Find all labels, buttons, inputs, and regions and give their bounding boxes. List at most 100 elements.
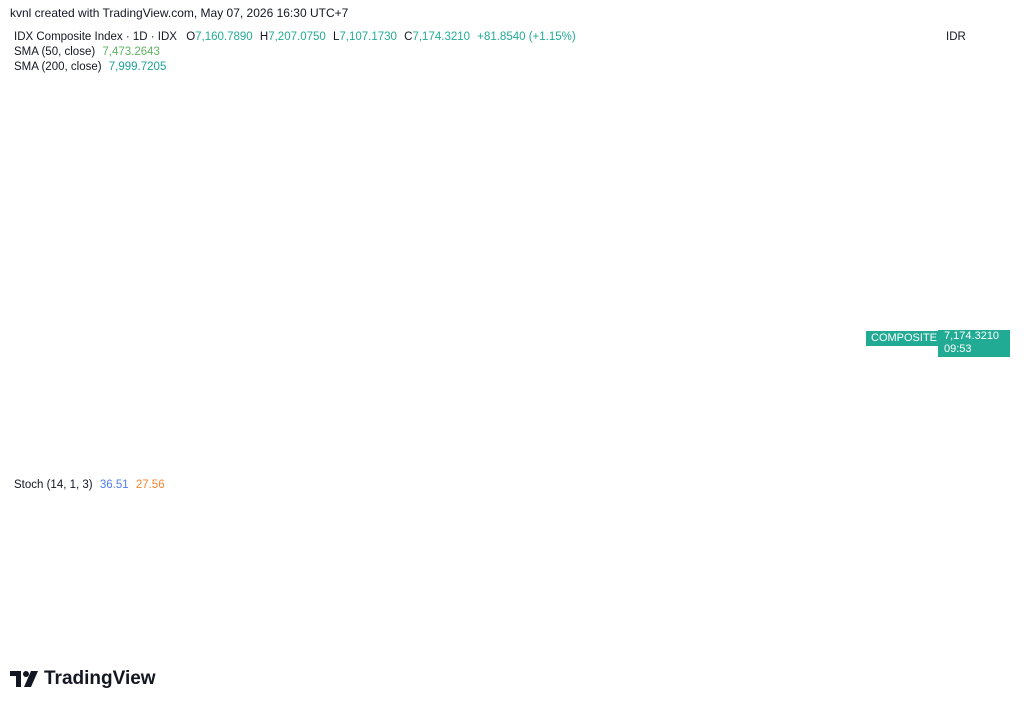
candle-body bbox=[538, 162, 544, 207]
price-tick-label: 7,400.0000 bbox=[946, 295, 1004, 307]
stoch-axis-ticks[interactable]: 100.00 75.00 50.00 25.00 0.00 bbox=[948, 481, 983, 620]
candle-body bbox=[731, 277, 737, 299]
candle-body bbox=[839, 377, 845, 381]
candle-body bbox=[854, 352, 860, 357]
sma50-legend[interactable]: SMA (50, close) 7,473.2643 bbox=[14, 46, 160, 58]
candle bbox=[138, 107, 144, 117]
time-axis-labels[interactable]: Dec 2026 Feb Mar Apr May Ju bbox=[98, 635, 938, 647]
candle-body bbox=[762, 258, 768, 261]
candle-body bbox=[38, 130, 44, 135]
candle bbox=[823, 358, 829, 374]
candle bbox=[246, 87, 252, 97]
candle bbox=[223, 93, 229, 106]
candle bbox=[677, 363, 683, 374]
candle-body bbox=[223, 95, 229, 104]
candles bbox=[7, 17, 868, 391]
candle bbox=[515, 128, 521, 156]
candle-body bbox=[153, 97, 159, 102]
sma200-legend[interactable]: SMA (200, close) 7,999.7205 bbox=[14, 61, 166, 73]
time-axis-label: Ju bbox=[926, 635, 938, 647]
candle bbox=[292, 87, 298, 101]
stoch-tick-label: 50.00 bbox=[948, 545, 977, 557]
candle-body bbox=[692, 370, 698, 372]
candle bbox=[600, 287, 606, 324]
candle-body bbox=[238, 90, 244, 94]
price-tick-label: 8,400.0000 bbox=[946, 129, 1004, 141]
tradingview-logo[interactable]: TradingView bbox=[10, 668, 156, 690]
candle bbox=[731, 272, 737, 302]
candle-body bbox=[484, 158, 490, 167]
candle bbox=[99, 103, 105, 121]
stoch-legend[interactable]: Stoch (14, 1, 3) 36.51 27.56 bbox=[14, 479, 165, 491]
candle bbox=[777, 253, 783, 272]
candle-body bbox=[69, 125, 75, 134]
candle bbox=[484, 148, 490, 169]
time-axis-label: 2026 bbox=[245, 635, 271, 647]
candle bbox=[854, 347, 860, 361]
stoch-band bbox=[8, 511, 940, 588]
candle bbox=[261, 90, 267, 104]
candle bbox=[469, 183, 475, 214]
symbol-legend[interactable]: IDX Composite Index · 1D · IDX O7,160.78… bbox=[14, 31, 576, 43]
candle bbox=[815, 350, 822, 369]
candle bbox=[846, 357, 852, 379]
candle bbox=[738, 247, 745, 281]
candle bbox=[661, 343, 668, 362]
candle-body bbox=[738, 253, 745, 277]
open-value: 7,160.7890 bbox=[195, 31, 253, 43]
time-axis-label: Feb bbox=[394, 635, 414, 647]
brand-name: TradingView bbox=[44, 668, 156, 689]
candle-body bbox=[715, 317, 721, 327]
candle-body bbox=[523, 135, 529, 151]
candle-body bbox=[300, 80, 306, 92]
candle-body bbox=[677, 367, 683, 369]
price-tick-label: 8,000.0000 bbox=[946, 195, 1004, 207]
candle bbox=[161, 90, 167, 104]
candle bbox=[400, 50, 406, 84]
candle-body bbox=[708, 327, 714, 369]
candle bbox=[577, 247, 583, 271]
candle-body bbox=[84, 115, 90, 129]
candle bbox=[746, 237, 752, 261]
candle-body bbox=[615, 350, 621, 362]
candle-body bbox=[7, 130, 13, 134]
candle bbox=[69, 122, 75, 137]
candle bbox=[184, 85, 190, 97]
candle bbox=[230, 87, 236, 101]
grid bbox=[8, 24, 940, 628]
stoch-k-line bbox=[9, 486, 841, 612]
lightning-icon[interactable] bbox=[832, 450, 850, 468]
candle-body bbox=[808, 342, 814, 352]
candle-body bbox=[446, 175, 452, 177]
currency-label[interactable]: IDR bbox=[946, 31, 966, 43]
candle bbox=[30, 130, 36, 137]
price-tick-label: 7,600.0000 bbox=[946, 262, 1004, 274]
candle bbox=[569, 247, 575, 289]
candle-body bbox=[754, 243, 760, 261]
candle-body bbox=[685, 368, 691, 372]
sma200-line bbox=[9, 199, 850, 323]
candle-body bbox=[76, 128, 82, 134]
candle-body bbox=[454, 177, 460, 201]
close-value: 7,174.3210 bbox=[412, 31, 471, 43]
candle-body bbox=[169, 98, 175, 101]
stoch-label: Stoch (14, 1, 3) bbox=[14, 479, 93, 491]
candle bbox=[207, 90, 213, 101]
candle-body bbox=[561, 213, 567, 287]
candle bbox=[454, 168, 460, 211]
candle bbox=[169, 97, 175, 102]
candle bbox=[315, 53, 321, 74]
candle bbox=[22, 128, 28, 136]
price-tick-label: 6,800.0000 bbox=[946, 395, 1004, 407]
price-axis-ticks[interactable]: 8,800.0000 8,600.0000 8,400.0000 8,200.0000… bbox=[946, 62, 1004, 474]
candle-body bbox=[269, 92, 275, 99]
candle-body bbox=[199, 87, 206, 99]
stoch-k-value: 36.51 bbox=[99, 479, 129, 491]
candle-body bbox=[92, 115, 98, 119]
candle bbox=[785, 257, 791, 279]
candle bbox=[654, 352, 660, 374]
candle-body bbox=[430, 143, 437, 207]
candle-body bbox=[469, 187, 475, 209]
candle-body bbox=[276, 98, 283, 106]
